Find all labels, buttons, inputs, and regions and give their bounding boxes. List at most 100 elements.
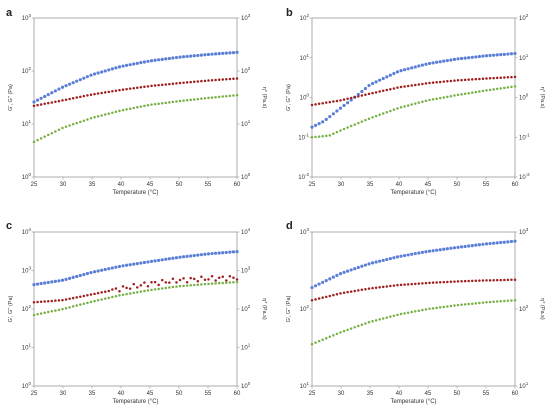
data-point bbox=[310, 285, 314, 290]
data-point bbox=[474, 90, 478, 94]
data-point bbox=[224, 51, 228, 55]
data-point bbox=[149, 259, 154, 263]
data-point bbox=[93, 116, 96, 119]
data-point bbox=[57, 99, 61, 103]
x-tick-label: 45 bbox=[147, 391, 154, 397]
data-point bbox=[410, 310, 413, 314]
data-point bbox=[396, 283, 399, 287]
data-point bbox=[178, 278, 182, 282]
data-point bbox=[346, 269, 350, 273]
data-point bbox=[427, 249, 432, 253]
data-point bbox=[182, 277, 185, 280]
data-point bbox=[36, 138, 39, 142]
data-point bbox=[68, 297, 71, 301]
data-point bbox=[35, 282, 40, 286]
data-point bbox=[342, 98, 346, 101]
data-point bbox=[403, 85, 406, 88]
data-point bbox=[378, 90, 381, 93]
data-point bbox=[178, 255, 182, 259]
data-point bbox=[64, 98, 68, 101]
x-tick-label: 60 bbox=[234, 391, 241, 397]
data-point bbox=[392, 87, 396, 90]
data-point bbox=[193, 98, 196, 101]
y2-tick-label: 104 bbox=[241, 227, 251, 236]
data-point bbox=[78, 78, 82, 82]
data-point bbox=[310, 136, 314, 139]
y2-tick-label: 102 bbox=[519, 304, 529, 313]
data-point bbox=[57, 128, 61, 131]
data-point bbox=[136, 106, 139, 109]
data-point bbox=[428, 81, 431, 85]
data-point bbox=[467, 279, 470, 283]
x-tick-label: 35 bbox=[89, 391, 96, 397]
y-axis-title: G', G'' (Pa) bbox=[8, 295, 14, 322]
data-point bbox=[435, 60, 439, 64]
data-point bbox=[199, 253, 203, 257]
y2-tick-label: 101 bbox=[519, 53, 529, 62]
data-point bbox=[132, 106, 135, 110]
data-point bbox=[346, 101, 350, 105]
data-point bbox=[478, 77, 481, 81]
data-point bbox=[456, 245, 460, 249]
data-point bbox=[221, 95, 224, 98]
data-point bbox=[217, 78, 221, 82]
data-point bbox=[424, 281, 428, 285]
data-point bbox=[39, 281, 43, 286]
data-point bbox=[452, 57, 457, 62]
y-tick-label: 100 bbox=[300, 93, 310, 102]
data-point bbox=[196, 283, 200, 286]
data-point bbox=[510, 299, 513, 302]
y2-axis-title: η* (Pa.s) bbox=[261, 87, 267, 109]
data-point bbox=[153, 102, 157, 106]
data-point bbox=[189, 254, 193, 258]
data-point bbox=[453, 94, 456, 97]
data-point bbox=[435, 81, 438, 84]
data-point bbox=[75, 96, 78, 99]
data-point bbox=[357, 289, 360, 292]
y2-tick-label: 102 bbox=[519, 13, 529, 22]
data-point bbox=[75, 296, 78, 299]
data-point bbox=[499, 278, 502, 282]
data-point bbox=[121, 285, 125, 288]
data-point bbox=[363, 86, 368, 91]
data-point bbox=[506, 76, 510, 79]
data-point bbox=[403, 283, 406, 286]
data-point bbox=[467, 91, 470, 95]
data-point bbox=[506, 240, 510, 244]
data-point bbox=[445, 247, 449, 251]
data-point bbox=[367, 117, 371, 120]
data-point bbox=[431, 81, 435, 84]
data-point bbox=[225, 279, 228, 282]
data-point bbox=[414, 310, 417, 313]
data-point bbox=[217, 251, 221, 255]
data-point bbox=[321, 338, 324, 341]
data-point bbox=[325, 337, 328, 340]
y-tick-label: 103 bbox=[300, 227, 310, 236]
data-point bbox=[374, 91, 378, 94]
data-point bbox=[86, 118, 89, 121]
data-point bbox=[125, 63, 129, 67]
data-point bbox=[335, 293, 339, 296]
data-point bbox=[374, 319, 378, 322]
data-point bbox=[342, 329, 346, 333]
data-point bbox=[53, 279, 57, 283]
x-tick-label: 50 bbox=[176, 182, 183, 188]
data-point bbox=[317, 122, 321, 126]
data-point bbox=[136, 86, 139, 89]
data-point bbox=[492, 278, 495, 282]
data-point bbox=[349, 98, 353, 102]
data-point bbox=[178, 99, 182, 103]
y2-tick-label: 10-2 bbox=[519, 172, 530, 181]
data-point bbox=[381, 112, 385, 115]
data-point bbox=[32, 313, 36, 317]
series-1 bbox=[32, 249, 239, 287]
data-point bbox=[406, 283, 410, 286]
data-point bbox=[363, 263, 368, 267]
data-point bbox=[125, 108, 128, 111]
data-point bbox=[417, 282, 421, 285]
data-point bbox=[338, 272, 343, 276]
data-point bbox=[150, 84, 153, 88]
data-point bbox=[96, 299, 100, 302]
data-point bbox=[139, 86, 143, 89]
data-point bbox=[46, 93, 50, 97]
